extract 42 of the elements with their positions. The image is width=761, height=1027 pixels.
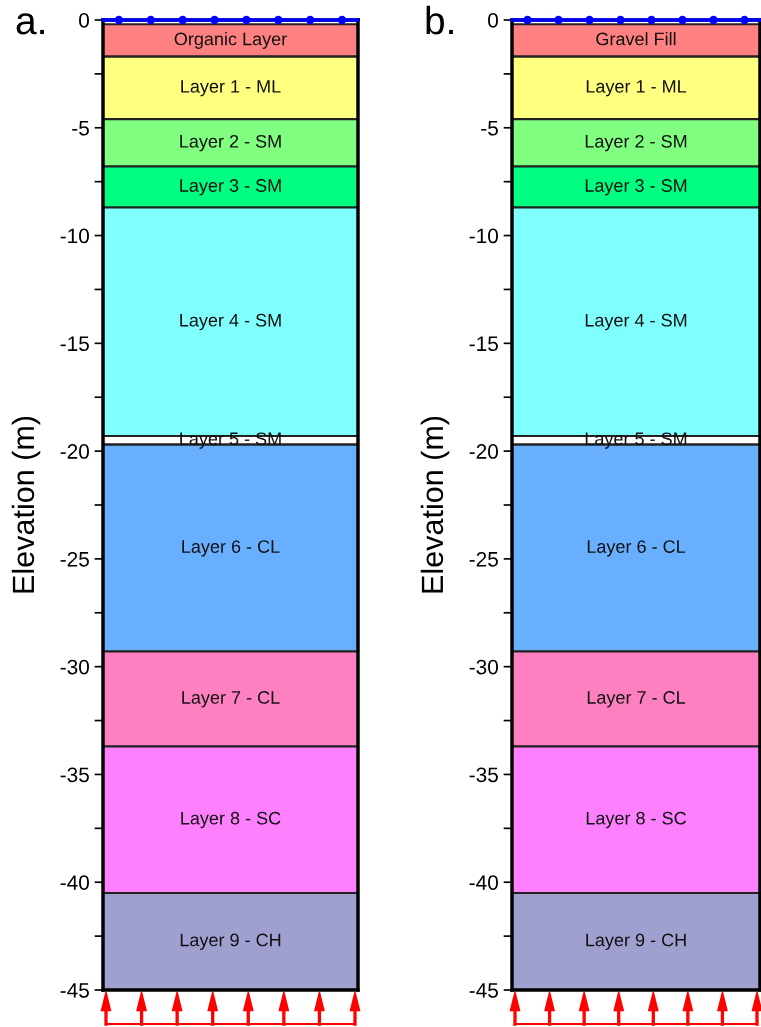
- y-tick-label: 0: [79, 13, 89, 28]
- y-tick-label: 0: [488, 13, 498, 28]
- y-tick-label: -30: [469, 659, 498, 675]
- y-axis-title: Elevation (m): [420, 416, 450, 593]
- y-axis-title: Elevation (m): [11, 416, 41, 593]
- y-tick-label: -45: [60, 983, 89, 998]
- y-tick-label: -35: [60, 767, 89, 783]
- series-label: Layer 8 - SC: [586, 811, 686, 829]
- series-label: Layer 4 - SM: [585, 313, 687, 331]
- y-tick-label: -40: [469, 875, 498, 890]
- series-label: Layer 1 - ML: [586, 80, 687, 97]
- y-tick-label: -30: [60, 659, 89, 675]
- series-label: Organic Layer: [174, 32, 287, 49]
- y-tick-label: -40: [60, 875, 89, 890]
- series-label: Layer 7 - CL: [587, 691, 686, 708]
- series-label: Layer 2 - SM: [585, 134, 687, 152]
- y-tick-label: -10: [60, 228, 89, 244]
- y-tick-label: -10: [469, 228, 498, 244]
- series-label: Layer 8 - SC: [181, 811, 281, 829]
- y-tick-label: -5: [481, 120, 498, 136]
- series-label: Layer 9 - CH: [180, 933, 281, 950]
- chart-title: a.: [16, 13, 44, 35]
- chart-title: b.: [426, 5, 453, 35]
- y-tick-label: -35: [469, 767, 498, 783]
- series-label: Layer 3 - SM: [180, 179, 281, 196]
- y-tick-label: -25: [469, 551, 498, 567]
- series-label: Layer 6 - CL: [587, 540, 686, 557]
- series-label: Layer 2 - SM: [180, 134, 281, 152]
- y-tick-label: -20: [60, 444, 89, 459]
- y-tick-label: -25: [60, 551, 89, 567]
- y-tick-label: -5: [72, 120, 89, 136]
- y-tick-label: -20: [469, 444, 498, 459]
- series-label: Layer 9 - CH: [586, 933, 686, 950]
- y-tick-label: -15: [60, 336, 89, 352]
- series-label: Layer 3 - SM: [585, 179, 687, 196]
- series-label: Layer 4 - SM: [180, 313, 281, 331]
- y-tick-label: -45: [469, 983, 498, 998]
- series-label: Layer 1 - ML: [181, 80, 281, 97]
- y-tick-label: -15: [469, 336, 498, 352]
- series-label: Layer 7 - CL: [182, 691, 280, 708]
- series-label: Gravel Fill: [596, 32, 676, 46]
- series-label: Layer 6 - CL: [182, 540, 280, 557]
